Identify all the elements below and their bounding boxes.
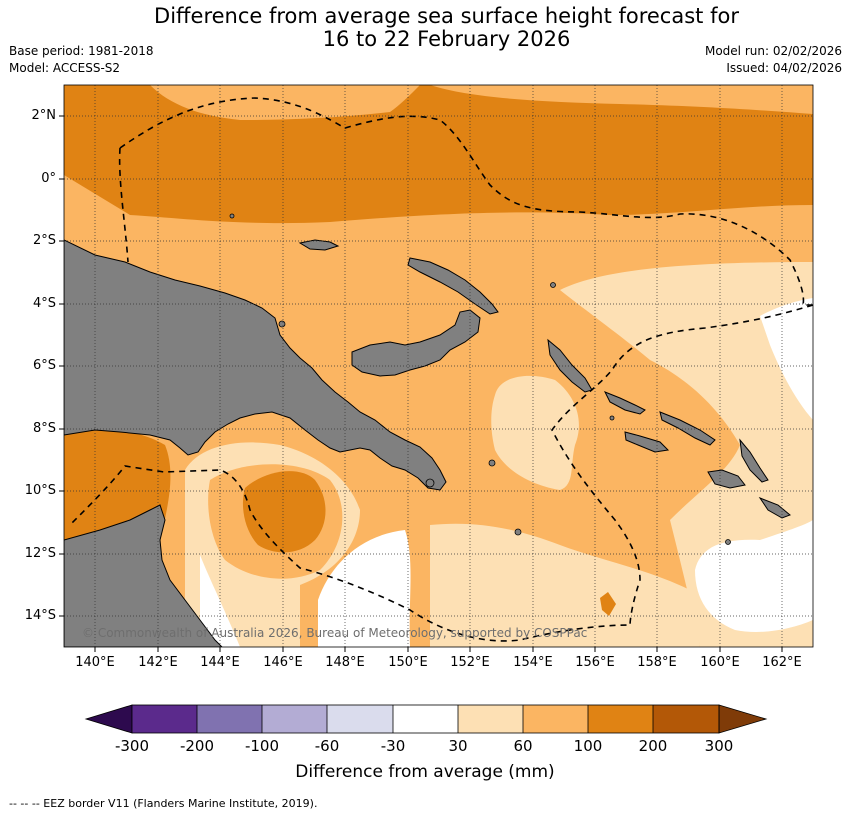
contour-light-northeast [430,85,813,114]
colorbar-tick: -30 [380,737,406,755]
lon-label: 152°E [450,655,490,670]
santa-isabel-land [659,411,716,446]
lon-label: 160°E [700,655,740,670]
colorbar-segment [197,705,263,733]
lon-label: 154°E [513,655,553,670]
colorbar-segment [132,705,198,733]
colorbar-tick: -60 [314,737,340,755]
colorbar-tick: 300 [704,737,734,755]
small-island [550,282,556,288]
lon-label: 142°E [138,655,178,670]
lat-label: 2°N [31,108,57,123]
base-period: Base period: 1981-2018 [9,44,154,58]
meta-left: Base period: 1981-2018 Model: ACCESS-S2 [9,43,154,77]
axis-ticks [59,115,783,652]
colorbar-tick: -200 [179,737,215,755]
contour-200-coral [242,471,326,553]
bougainville-land [547,338,593,393]
colorbar-extend-high [718,704,768,734]
colorbar-segment [393,705,459,733]
small-island [488,459,496,467]
lat-label: 14°S [24,608,56,623]
small-island [725,539,731,545]
eez-border-north [119,97,813,306]
title-line-2: 16 to 22 February 2026 [322,27,571,51]
contour-30-southeast [695,520,813,632]
small-island [229,213,235,219]
new-ireland-land [407,257,499,315]
colorbar-tick: 200 [638,737,668,755]
map-area: © Commonwealth of Australia 2026, Bureau… [64,85,813,647]
malaita-land [739,438,769,483]
colorbar-segment [327,705,393,733]
colorbar-extend-low [84,704,133,734]
colorbar-segment [458,705,524,733]
new-britain-land [351,309,481,377]
contour-60-central [491,375,579,490]
colorbar-title: Difference from average (mm) [295,762,555,782]
colorbar-tick: -100 [244,737,280,755]
colorbar-segment [262,705,328,733]
makira-land [707,469,746,489]
lat-label: 2°S [32,233,56,248]
lon-label: 162°E [762,655,802,670]
eez-border-west [118,147,129,263]
lon-label: 144°E [200,655,240,670]
lon-label: 148°E [325,655,365,670]
manus-land [298,239,340,251]
colorbar-segment [588,705,654,733]
graticule [64,85,813,647]
colorbar-tick: 30 [448,737,468,755]
new-guinea-land [64,239,447,491]
lat-label: 0° [41,171,56,186]
eez-legend: -- -- -- EEZ border V11 (Flanders Marine… [9,797,318,810]
meta-right: Model run: 02/02/2026 Issued: 04/02/2026 [705,43,842,77]
lat-label: 4°S [32,296,56,311]
small-island [514,528,522,536]
small-island [425,478,435,488]
copyright-text: © Commonwealth of Australia 2026, Bureau… [82,626,587,640]
eez-border-south [69,304,813,642]
contour-200-spot [600,592,616,616]
lon-label: 140°E [75,655,115,670]
small-island [609,415,615,421]
contour-30-northeast [760,298,813,420]
colorbar-tick: 60 [513,737,533,755]
colorbar-segment [653,705,719,733]
colorbar-segment [523,705,589,733]
lat-label: 10°S [24,483,56,498]
rennell-land [758,496,791,519]
model-name: Model: ACCESS-S2 [9,61,121,75]
lon-label: 150°E [388,655,428,670]
lat-label: 6°S [32,358,56,373]
colorbar-frame [131,704,720,734]
colorbar [84,704,768,734]
small-island [278,320,286,328]
title-line-1: Difference from average sea surface heig… [154,4,739,28]
contour-30-coral [318,530,411,647]
issued-date: Issued: 04/02/2026 [726,61,842,75]
contour-60-south [430,523,700,647]
choiseul-land [603,391,646,415]
lat-label: 8°S [32,421,56,436]
lon-label: 158°E [637,655,677,670]
model-run: Model run: 02/02/2026 [704,44,842,58]
australia-land [64,504,223,647]
colorbar-tick: 100 [573,737,603,755]
guadalcanal-land [624,431,670,453]
lon-label: 156°E [575,655,615,670]
colorbar-tick: -300 [114,737,150,755]
lon-label: 146°E [263,655,303,670]
lat-label: 12°S [24,546,56,561]
